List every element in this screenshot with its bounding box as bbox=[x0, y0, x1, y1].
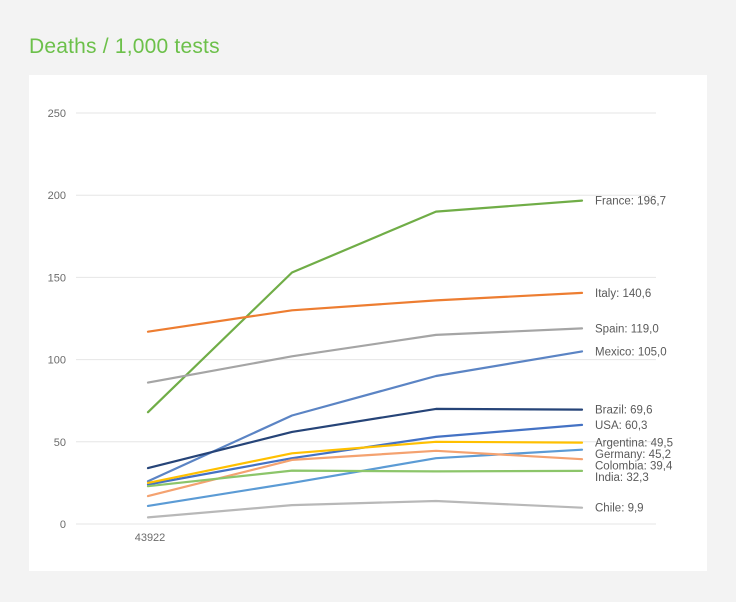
series-line-germany bbox=[146, 448, 584, 507]
series-line-italy bbox=[146, 291, 584, 333]
data-label-france: France: 196,7 bbox=[595, 196, 666, 208]
chart-card: 0 50 100 150 200 250 43922 France: 196,7 Italy: … bbox=[29, 75, 707, 571]
data-label-germany: Germany: 45,2 bbox=[595, 449, 671, 461]
data-label-spain: Spain: 119,0 bbox=[595, 323, 659, 335]
x-tick-label: 43922 bbox=[135, 532, 166, 544]
data-label-colombia: Colombia: 39,4 bbox=[595, 461, 673, 473]
y-tick-label: 100 bbox=[48, 355, 66, 367]
data-label-brazil: Brazil: 69,6 bbox=[595, 405, 653, 417]
data-label-india: India: 32,3 bbox=[595, 472, 649, 484]
series-line-france bbox=[146, 199, 584, 414]
data-label-argentina: Argentina: 49,5 bbox=[595, 438, 673, 450]
y-tick-label: 150 bbox=[48, 272, 66, 284]
data-label-italy: Italy: 140,6 bbox=[595, 288, 651, 300]
chart-title: Deaths / 1,000 tests bbox=[29, 35, 220, 58]
series-line-mexico bbox=[146, 350, 584, 483]
y-tick-label: 50 bbox=[54, 437, 66, 449]
data-label-mexico: Mexico: 105,0 bbox=[595, 346, 667, 358]
series-line-brazil bbox=[146, 407, 584, 470]
series-line-chile bbox=[146, 499, 584, 519]
y-tick-label: 0 bbox=[60, 519, 66, 531]
data-label-chile: Chile: 9,9 bbox=[595, 503, 644, 515]
series-line-spain bbox=[146, 327, 584, 384]
data-label-usa: USA: 60,3 bbox=[595, 420, 647, 432]
y-tick-label: 250 bbox=[48, 108, 66, 120]
line-chart: 0 50 100 150 200 250 43922 France: 196,7 Italy: … bbox=[48, 108, 673, 544]
series-line-argentina bbox=[146, 440, 584, 484]
series-line-india bbox=[146, 469, 584, 488]
y-tick-label: 200 bbox=[48, 190, 66, 202]
